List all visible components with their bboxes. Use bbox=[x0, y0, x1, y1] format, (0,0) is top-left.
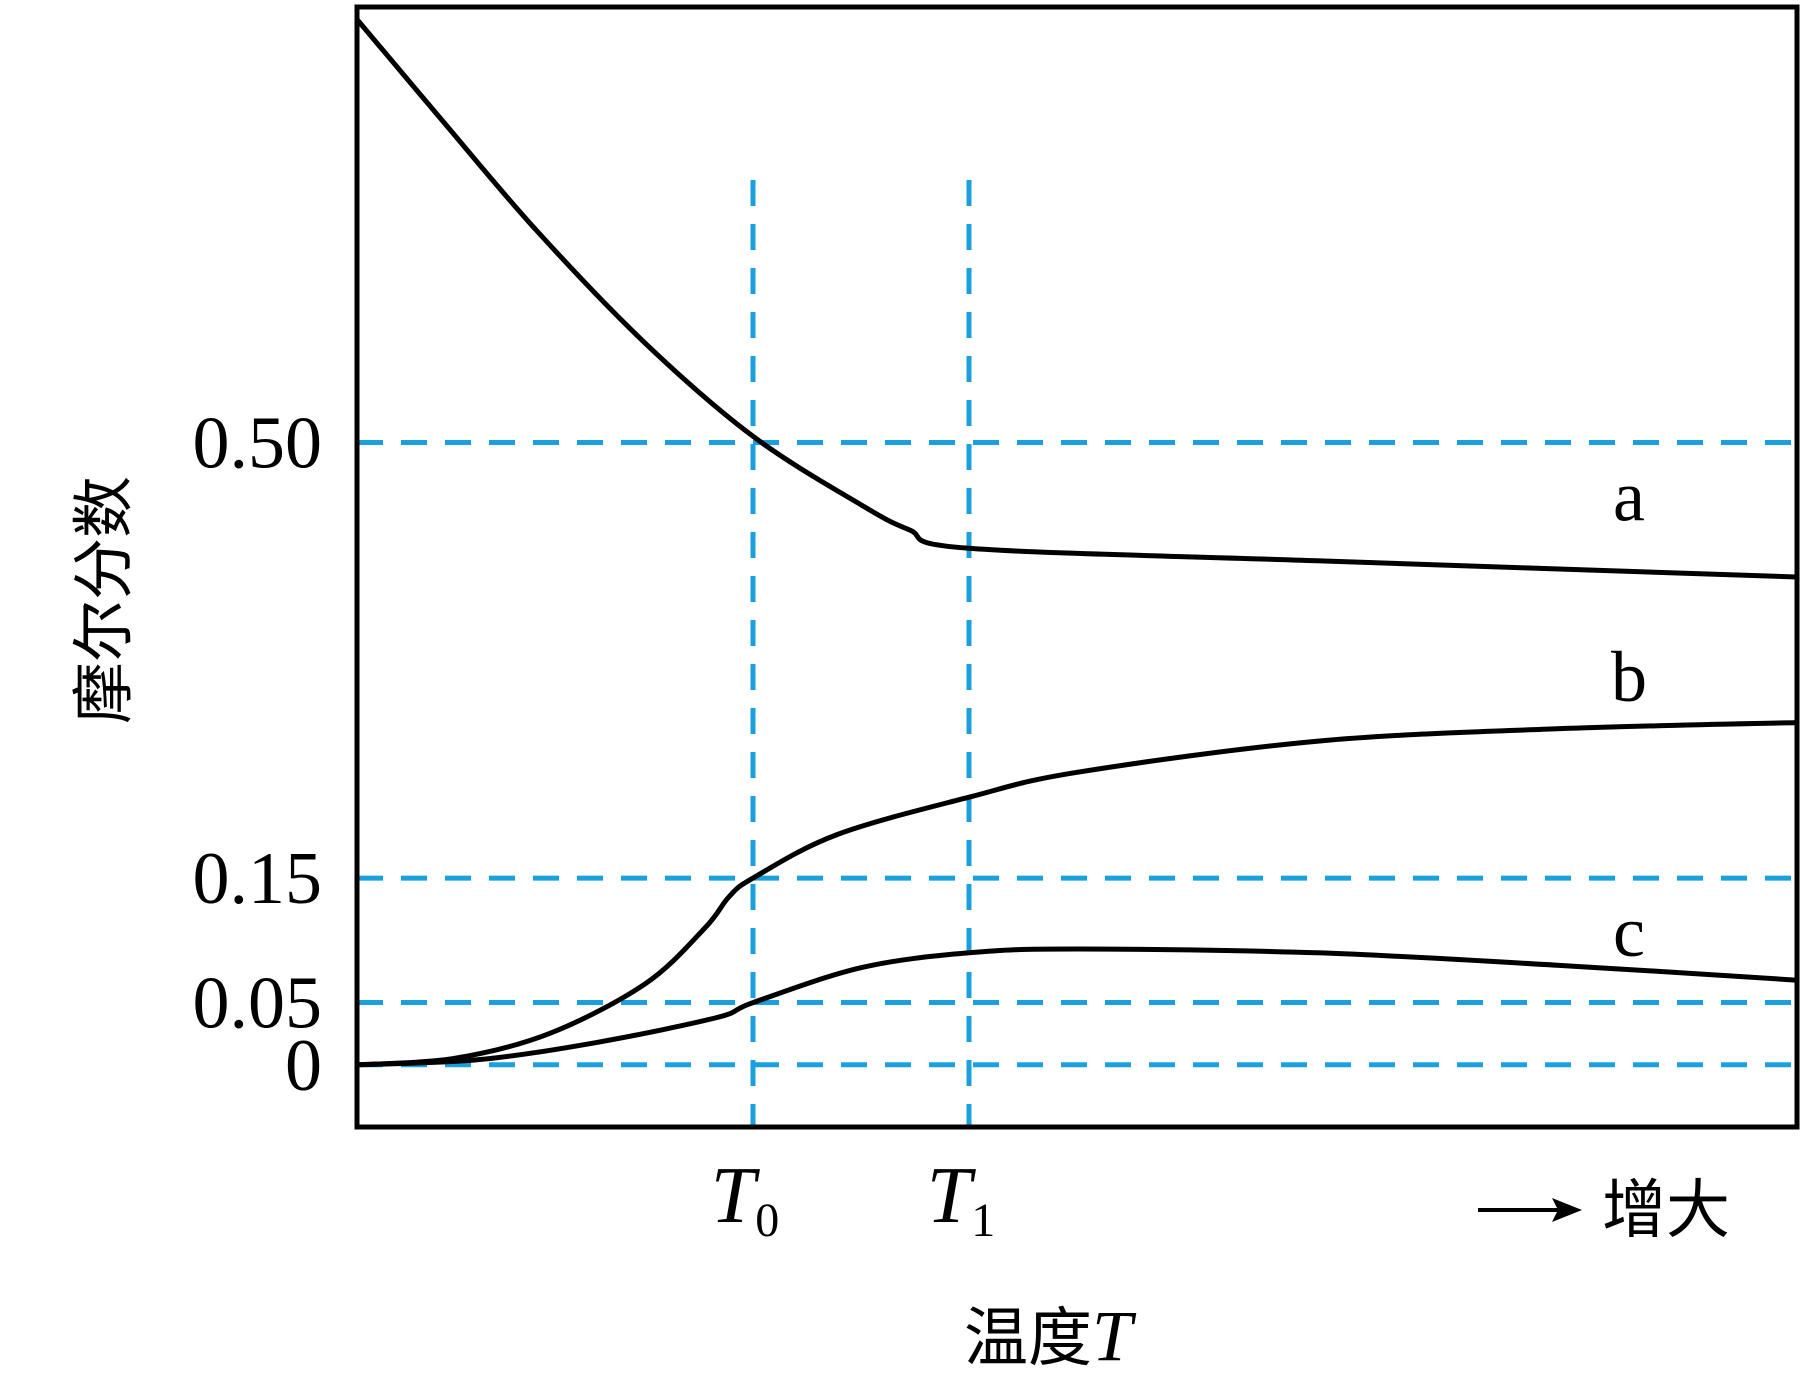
series-line-b bbox=[354, 720, 1800, 1068]
y-tick-label: 0 bbox=[285, 1025, 322, 1107]
series-label-a: a bbox=[1613, 457, 1645, 537]
y-tick-label: 0.05 bbox=[193, 963, 323, 1045]
series-curves bbox=[354, 16, 1800, 1068]
plot-frame bbox=[354, 4, 1800, 1130]
series-line-a bbox=[354, 16, 1800, 580]
y-tick-label: 0.15 bbox=[193, 838, 323, 920]
x-tick-label: T0 bbox=[711, 1152, 780, 1247]
series-labels: a b c bbox=[1611, 457, 1647, 973]
reference-lines bbox=[357, 180, 1797, 1127]
y-axis-label: 摩尔分数 bbox=[67, 476, 140, 724]
arrow-head-icon bbox=[1552, 1198, 1582, 1222]
y-tick-label: 0.50 bbox=[193, 403, 323, 485]
x-axis-label: 温度T bbox=[964, 1296, 1137, 1376]
x-axis-label-text: 温度 bbox=[964, 1302, 1092, 1376]
x-tick-label: T1 bbox=[927, 1152, 996, 1247]
x-axis-label-symbol: T bbox=[1092, 1296, 1137, 1376]
x-tick-symbol: T bbox=[711, 1152, 761, 1240]
series-label-b: b bbox=[1611, 637, 1647, 717]
series-line-c bbox=[354, 946, 1800, 1068]
direction-indicator: 增大 bbox=[1478, 1174, 1730, 1248]
x-tick-symbol: T bbox=[927, 1152, 977, 1240]
x-tick-subscript: 0 bbox=[755, 1194, 779, 1247]
series-label-c: c bbox=[1613, 892, 1645, 972]
x-tick-subscript: 1 bbox=[971, 1194, 995, 1247]
direction-label: 增大 bbox=[1602, 1174, 1730, 1248]
svg-text:温度T: 温度T bbox=[964, 1296, 1137, 1376]
